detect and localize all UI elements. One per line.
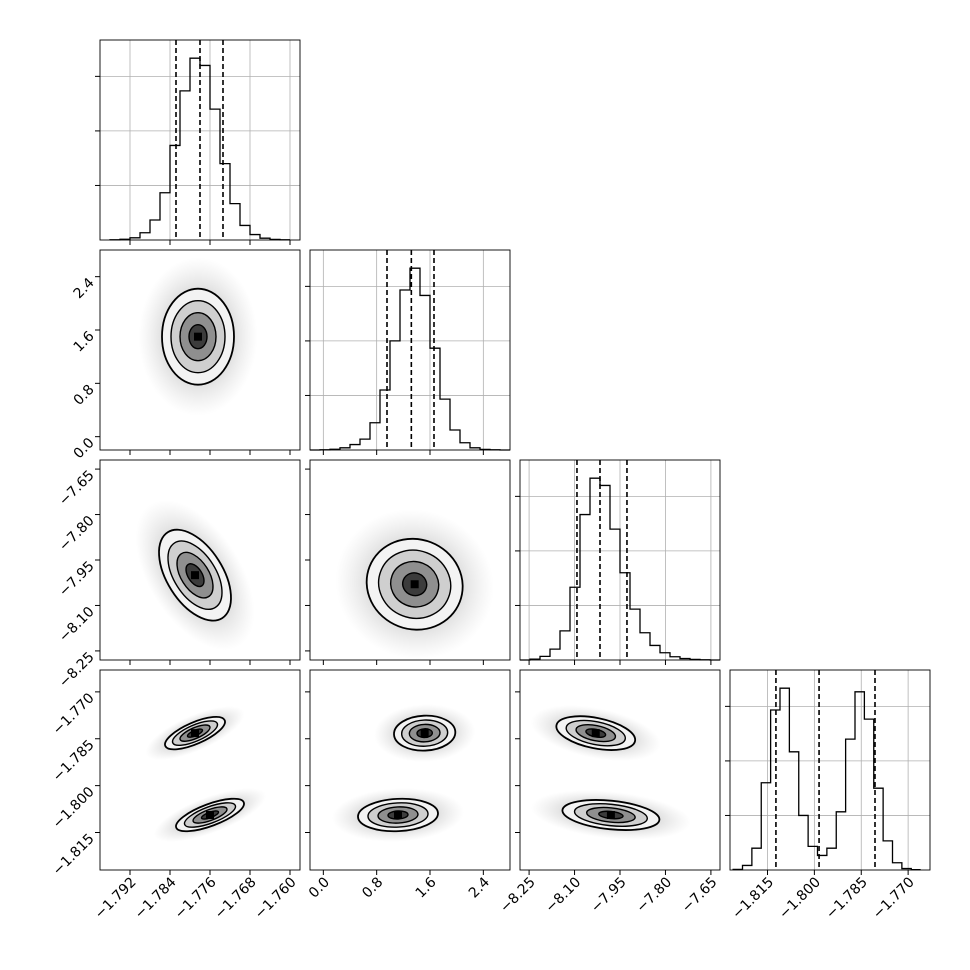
y-tick-label: −1.815: [50, 831, 98, 879]
panel-frame: [729, 669, 931, 871]
panel-frame: [519, 459, 721, 661]
x-tick-label: −7.65: [679, 874, 721, 916]
x-tick-label: 0.0: [306, 874, 333, 901]
y-tick-label: −7.95: [56, 558, 98, 600]
density: [145, 706, 267, 842]
x-tick-label: −8.10: [543, 874, 585, 916]
density-peak: [206, 811, 214, 819]
histogram: [310, 267, 510, 451]
x-tick-label: 0.8: [359, 874, 386, 901]
panel-frame: [99, 669, 301, 871]
histogram: [520, 477, 720, 661]
x-tick-label: 2.4: [466, 874, 493, 901]
panel-frame: [99, 459, 301, 661]
y-tick-label: −7.80: [56, 513, 98, 555]
density: [530, 705, 691, 840]
density: [332, 704, 476, 842]
y-tick-label: −7.65: [56, 467, 98, 509]
panel-frame: [309, 459, 511, 661]
y-tick-label: −8.10: [56, 604, 98, 646]
x-tick-label: 1.6: [413, 874, 440, 901]
x-tick-label: −1.800: [776, 874, 824, 922]
x-tick-label: −1.770: [870, 874, 918, 922]
y-tick-label: −1.770: [50, 690, 98, 738]
y-tick-label: 0.0: [71, 435, 98, 462]
panel-frame: [99, 249, 301, 451]
panel-frame: [99, 39, 301, 241]
density-peak: [194, 332, 202, 341]
x-tick-label: −7.80: [633, 874, 675, 916]
density-peak: [420, 729, 429, 738]
x-tick-label: −1.768: [212, 874, 260, 922]
density: [135, 500, 255, 651]
density-peak: [606, 811, 615, 819]
y-tick-label: 1.6: [71, 328, 98, 355]
density-peak: [191, 729, 199, 738]
panel-frame: [309, 669, 511, 871]
x-tick-label: −7.95: [588, 874, 630, 916]
density: [138, 257, 258, 416]
x-tick-label: −1.785: [823, 874, 871, 922]
x-tick-label: −8.25: [497, 874, 539, 916]
x-tick-label: −1.776: [172, 874, 220, 922]
y-tick-label: −1.785: [50, 737, 98, 785]
y-tick-label: −1.800: [50, 784, 98, 832]
x-tick-label: −1.792: [92, 874, 140, 922]
x-tick-label: −1.760: [252, 874, 300, 922]
density-peak: [591, 729, 600, 738]
panel-frame: [309, 249, 511, 451]
histogram: [732, 687, 921, 871]
y-tick-label: 2.4: [71, 275, 98, 302]
y-tick-label: 0.8: [71, 382, 98, 409]
panel-frame: [519, 669, 721, 871]
density: [335, 509, 494, 660]
x-tick-label: −1.784: [132, 874, 180, 922]
x-tick-label: −1.815: [729, 874, 777, 922]
density-peak: [394, 811, 402, 819]
density-peak: [191, 571, 199, 580]
density-peak: [410, 580, 419, 589]
y-tick-label: −8.25: [56, 649, 98, 691]
